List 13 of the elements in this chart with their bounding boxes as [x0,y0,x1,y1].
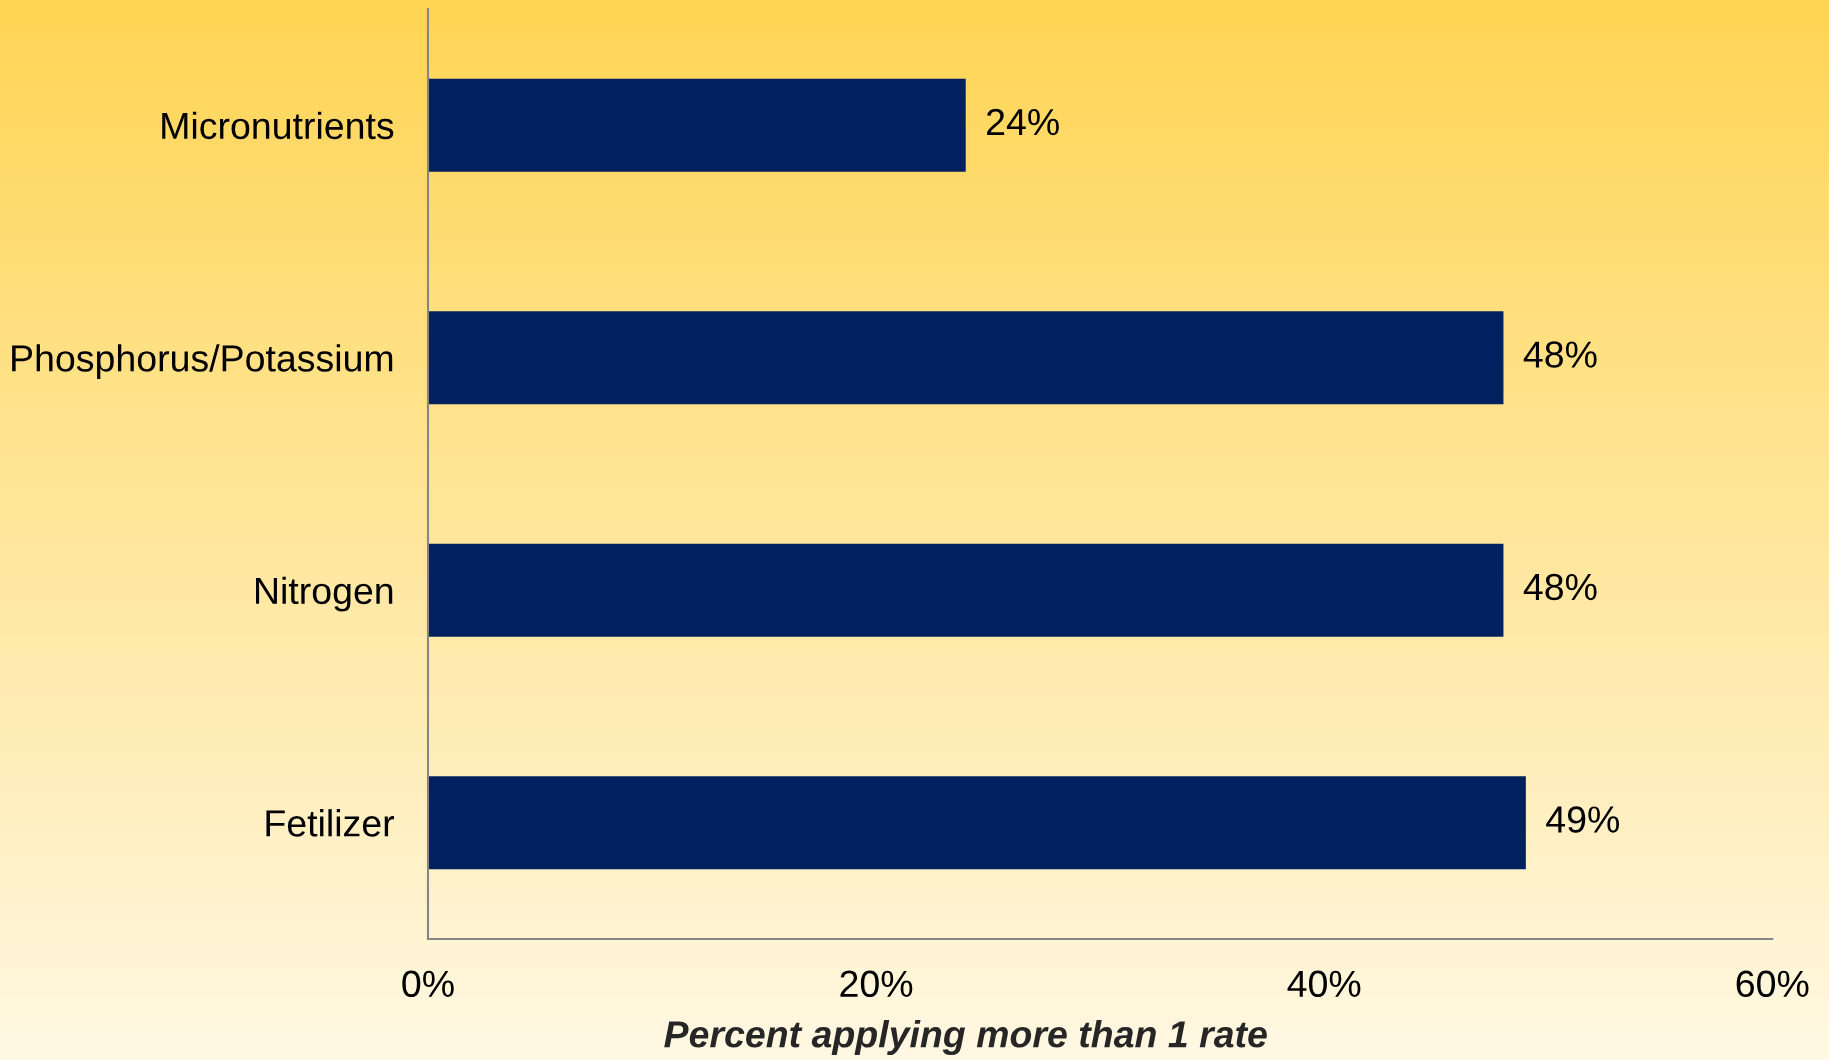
x-tick-label: 60% [1736,970,1809,998]
y-tick-label: Phosphorus/Potassium [12,344,393,380]
y-tick-label: Micronutrients [162,111,394,140]
data-label: 48% [1523,341,1597,368]
y-tick-label: Nitrogen [256,576,393,612]
x-tick-label: 20% [840,970,913,998]
data-label: 49% [1546,806,1620,833]
x-axis-title: Percent applying more than 1 rate [664,1020,1267,1055]
data-label: 48% [1523,573,1597,601]
x-tick-label: 0% [402,970,454,998]
y-tick-label: Fetilizer [266,809,395,837]
x-tick-label: 40% [1287,970,1361,998]
data-label: 24% [987,108,1059,136]
